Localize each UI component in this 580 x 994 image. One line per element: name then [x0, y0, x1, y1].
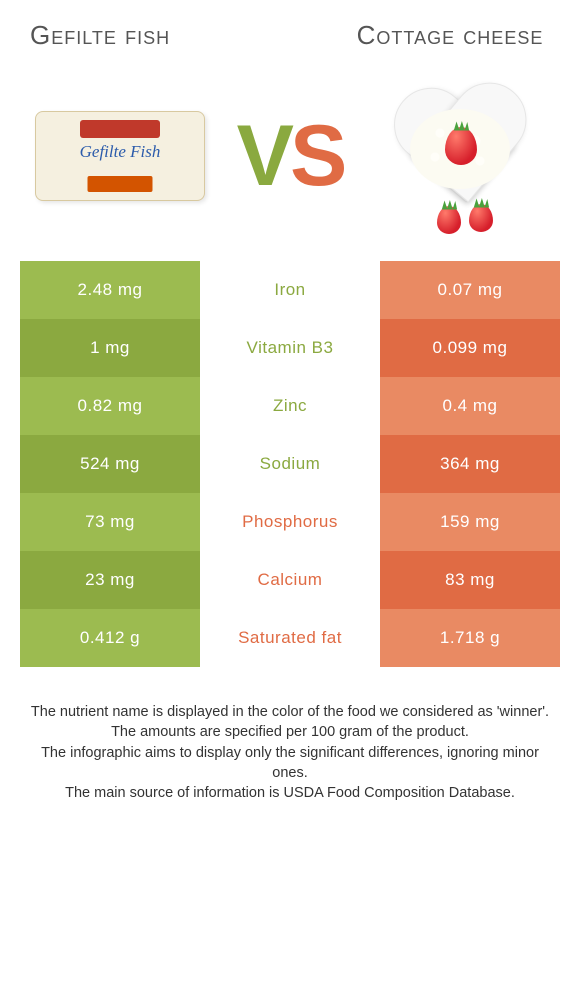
left-product-title: Gefilte fish — [30, 20, 230, 51]
left-value-cell: 0.412 g — [20, 609, 200, 667]
nutrient-name-cell: Calcium — [200, 551, 380, 609]
gefilte-package-label: Gefilte Fish — [36, 142, 204, 162]
nutrient-name-cell: Phosphorus — [200, 493, 380, 551]
left-value-cell: 1 mg — [20, 319, 200, 377]
table-row: 23 mgCalcium83 mg — [20, 551, 560, 609]
vs-label: VS — [237, 113, 344, 199]
right-value-cell: 364 mg — [380, 435, 560, 493]
footnote-line: The infographic aims to display only the… — [25, 743, 555, 784]
footnotes: The nutrient name is displayed in the co… — [25, 702, 555, 803]
left-value-cell: 0.82 mg — [20, 377, 200, 435]
nutrient-name-cell: Vitamin B3 — [200, 319, 380, 377]
nutrition-comparison-table: 2.48 mgIron0.07 mg1 mgVitamin B30.099 mg… — [20, 261, 560, 667]
left-value-cell: 2.48 mg — [20, 261, 200, 319]
table-row: 2.48 mgIron0.07 mg — [20, 261, 560, 319]
left-value-cell: 23 mg — [20, 551, 200, 609]
footnote-line: The amounts are specified per 100 gram o… — [25, 722, 555, 742]
table-row: 0.82 mgZinc0.4 mg — [20, 377, 560, 435]
cottage-cheese-bowl-icon — [375, 79, 545, 234]
nutrient-name-cell: Zinc — [200, 377, 380, 435]
nutrient-name-cell: Saturated fat — [200, 609, 380, 667]
nutrient-name-cell: Sodium — [200, 435, 380, 493]
table-row: 73 mgPhosphorus159 mg — [20, 493, 560, 551]
vs-letter-s: S — [290, 108, 343, 204]
left-product-image: Gefilte Fish — [30, 81, 210, 231]
right-value-cell: 0.07 mg — [380, 261, 560, 319]
right-value-cell: 0.099 mg — [380, 319, 560, 377]
gefilte-fish-package-icon: Gefilte Fish — [35, 111, 205, 201]
table-row: 524 mgSodium364 mg — [20, 435, 560, 493]
footnote-line: The nutrient name is displayed in the co… — [25, 702, 555, 722]
vs-letter-v: V — [237, 108, 290, 204]
table-row: 1 mgVitamin B30.099 mg — [20, 319, 560, 377]
left-value-cell: 524 mg — [20, 435, 200, 493]
right-product-image — [370, 81, 550, 231]
left-value-cell: 73 mg — [20, 493, 200, 551]
images-row: Gefilte Fish VS — [0, 61, 580, 261]
footnote-line: The main source of information is USDA F… — [25, 783, 555, 803]
table-row: 0.412 gSaturated fat1.718 g — [20, 609, 560, 667]
right-product-title: Cottage cheese — [350, 20, 550, 51]
right-value-cell: 83 mg — [380, 551, 560, 609]
nutrient-name-cell: Iron — [200, 261, 380, 319]
header: Gefilte fish Cottage cheese — [0, 0, 580, 61]
right-value-cell: 1.718 g — [380, 609, 560, 667]
right-value-cell: 159 mg — [380, 493, 560, 551]
right-value-cell: 0.4 mg — [380, 377, 560, 435]
